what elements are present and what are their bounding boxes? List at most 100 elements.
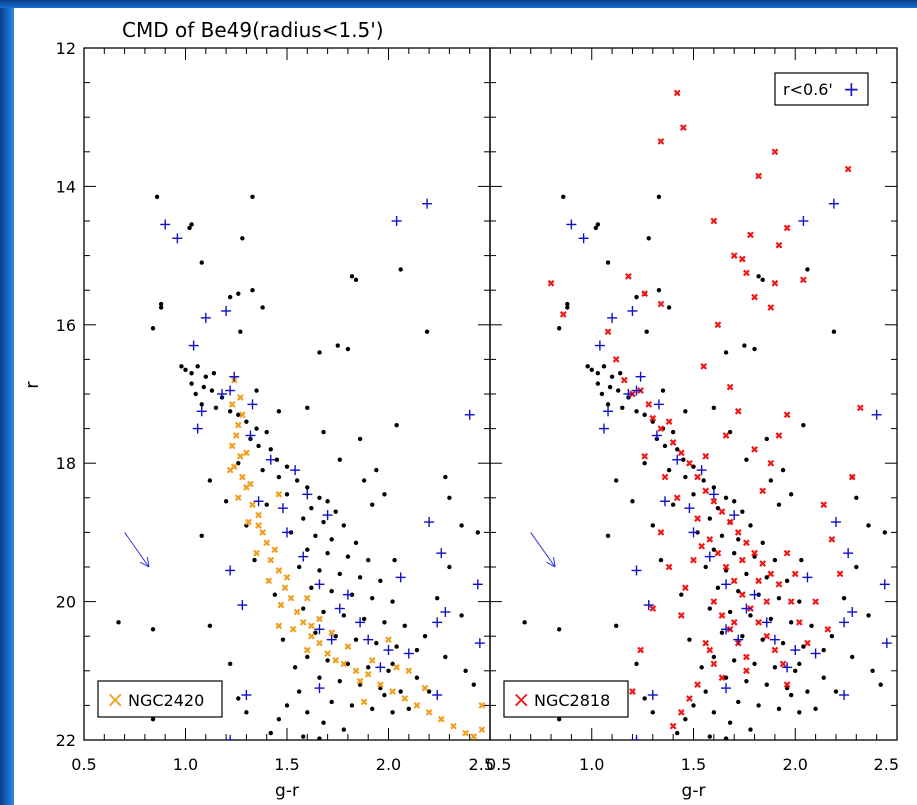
- ngc2420-point-12: [249, 501, 256, 509]
- field-star-point-147: [321, 429, 326, 435]
- ngc2818-point-79: [783, 411, 791, 419]
- field-star-point-54: [748, 523, 753, 528]
- ngc2818-point-82: [661, 473, 669, 481]
- field-star-point-11: [644, 329, 649, 334]
- field-star-point-144: [764, 436, 769, 442]
- inner-star-point-7: [229, 371, 240, 382]
- ngc2818-point-92: [734, 407, 742, 415]
- ngc2818-point-80: [751, 445, 758, 453]
- field-star-point-60: [325, 550, 330, 556]
- x-tick-label-1-1: 1.0: [579, 755, 604, 774]
- inner-star-point-17: [684, 503, 695, 514]
- ngc2818-point-10: [730, 252, 738, 259]
- ngc2818-point-28: [649, 414, 657, 422]
- ngc2818-point-95: [820, 501, 828, 509]
- ngc2818-point-56: [718, 612, 726, 619]
- field-star-point-98: [390, 710, 395, 715]
- inner-star-point-41: [334, 603, 345, 614]
- plot-frame-1: [489, 47, 898, 741]
- field-star-point-78: [809, 623, 814, 629]
- ngc2818-point-32: [677, 449, 685, 457]
- ngc2818-point-22: [604, 328, 612, 336]
- field-star-point-132: [768, 478, 774, 483]
- field-star-point-21: [585, 364, 590, 369]
- field-star-point-98: [797, 710, 802, 715]
- field-star-point-37: [670, 429, 676, 435]
- field-star-point-95: [736, 699, 741, 705]
- field-star-point-66: [357, 575, 363, 580]
- ngc2420-point-47: [271, 546, 279, 554]
- field-star-point-91: [337, 678, 342, 684]
- ngc2818-point-4: [771, 148, 779, 156]
- inner-star-point-24: [363, 634, 374, 645]
- field-star-point-127: [471, 682, 476, 687]
- field-star-point-67: [784, 578, 790, 584]
- inner-star-point-28: [839, 617, 850, 628]
- field-star-point-145: [374, 467, 379, 473]
- field-star-point-16: [805, 267, 810, 272]
- field-star-point-65: [744, 571, 749, 577]
- ngc2818-point-90: [700, 362, 708, 370]
- ngc2818-point-34: [694, 473, 701, 481]
- field-star-point-102: [268, 730, 273, 736]
- ngc2420-point-7: [236, 452, 244, 460]
- ngc2818-point-1: [679, 124, 687, 131]
- ngc2420-point-19: [275, 567, 283, 574]
- field-star-point-41: [274, 457, 280, 462]
- field-star-point-106: [650, 710, 655, 715]
- ngc2818-point-109: [783, 681, 791, 689]
- inner-star-point-1: [172, 233, 183, 244]
- top-frame-border: [0, 0, 917, 8]
- ngc2420-point-13: [255, 511, 262, 519]
- left-frame-border: [0, 0, 14, 805]
- field-star-point-76: [768, 616, 774, 622]
- ngc2420-point-62: [275, 490, 283, 498]
- ngc2420-point-40: [425, 708, 433, 716]
- ngc2818-point-60: [702, 639, 710, 647]
- y-tick-label-2: 16: [56, 316, 76, 335]
- ngc2818-point-66: [669, 722, 677, 730]
- field-star-point-9: [634, 294, 639, 300]
- inner-star-point-26: [403, 648, 414, 659]
- ngc2818-point-91: [726, 383, 734, 391]
- ngc2818-point-69: [681, 584, 689, 592]
- field-star-point-96: [756, 703, 761, 708]
- field-star-point-116: [394, 422, 399, 428]
- field-star-point-0: [154, 194, 160, 199]
- field-star-point-4: [646, 236, 651, 241]
- ngc2420-point-50: [316, 615, 323, 623]
- field-star-point-151: [683, 409, 688, 414]
- field-star-point-74: [727, 609, 733, 615]
- field-star-point-33: [634, 409, 639, 414]
- field-star-point-1: [595, 222, 601, 227]
- field-star-point-104: [727, 720, 733, 725]
- inner-star-point-0: [566, 219, 577, 230]
- ngc2818-point-99: [824, 625, 832, 633]
- field-star-point-13: [666, 305, 672, 310]
- ngc2818-point-52: [763, 632, 771, 640]
- ngc2818-point-87: [637, 646, 644, 654]
- inner-star-point-25: [383, 645, 394, 656]
- ngc2420-point-58: [478, 702, 486, 709]
- ngc2818-point-85: [665, 563, 673, 571]
- field-star-point-140: [382, 692, 387, 698]
- inner-star-point-9: [196, 406, 207, 417]
- ngc2818-point-70: [677, 612, 685, 619]
- ngc2818-point-86: [649, 605, 657, 612]
- ngc2420-point-21: [281, 584, 289, 592]
- field-star-point-26: [211, 371, 217, 376]
- field-star-point-20: [317, 350, 322, 355]
- field-star-point-131: [776, 502, 782, 507]
- field-star-point-43: [260, 467, 265, 473]
- field-star-point-103: [711, 710, 717, 715]
- ngc2818-point-16: [767, 304, 775, 311]
- ngc2420-point-25: [299, 618, 307, 626]
- field-star-point-68: [309, 585, 314, 590]
- inner-star-point-45: [225, 735, 236, 740]
- ngc2420-point-27: [307, 632, 315, 640]
- field-star-point-135: [658, 557, 664, 563]
- inner-star-point-1: [578, 233, 589, 244]
- field-star-point-107: [236, 696, 241, 701]
- ngc2420-point-51: [328, 629, 336, 637]
- inner-star-point-10: [217, 389, 228, 399]
